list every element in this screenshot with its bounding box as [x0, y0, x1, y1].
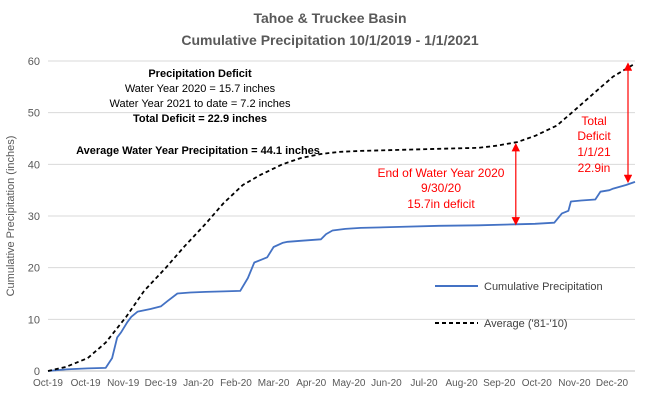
total-def-note-4: 22.9in: [578, 161, 611, 175]
deficit-wy2021: Water Year 2021 to date = 7.2 inches: [110, 98, 291, 110]
y-tick-label: 60: [28, 56, 40, 68]
legend-label-average: Average ('81-'10): [484, 318, 568, 330]
series-line-1: [47, 62, 636, 372]
chart-subtitle: Cumulative Precipitation 10/1/2019 - 1/1…: [181, 32, 478, 48]
x-tick-label: Nov-19: [107, 378, 140, 389]
x-tick-label: Mar-20: [258, 378, 290, 389]
chart-title: Tahoe & Truckee Basin: [253, 10, 406, 26]
x-axis-ticks: Oct-19 Oct-19 Nov-19 Dec-19 Jan-20 Feb-20 Mar-…: [33, 378, 629, 389]
y-tick-label: 50: [28, 108, 40, 120]
x-tick-label: May-20: [332, 378, 366, 389]
series-lines: [47, 62, 636, 372]
deficit-arrows: [511, 62, 633, 226]
x-tick-label: Jul-20: [410, 378, 438, 389]
end-wy-note-2: 9/30/20: [421, 181, 461, 195]
x-tick-label: Feb-20: [220, 378, 252, 389]
legend: Cumulative Precipitation Average ('81-'1…: [435, 281, 603, 330]
deficit-title: Precipitation Deficit: [148, 68, 252, 80]
deficit-wy2020: Water Year 2020 = 15.7 inches: [125, 83, 276, 95]
y-tick-label: 20: [28, 263, 40, 275]
gridlines: [48, 60, 635, 372]
x-tick-label: Dec-19: [145, 378, 178, 389]
total-def-note-2: Deficit: [577, 129, 611, 143]
x-tick-label: Dec-20: [596, 378, 629, 389]
end-wy-note-1: End of Water Year 2020: [378, 166, 505, 180]
x-tick-label: Sep-20: [483, 378, 516, 389]
total-def-note-1: Total: [581, 114, 606, 128]
deficit-total: Total Deficit = 22.9 inches: [133, 113, 267, 125]
y-tick-label: 40: [28, 159, 40, 171]
series-line-0: [47, 181, 636, 372]
x-tick-label: Apr-20: [296, 378, 326, 389]
y-axis-ticks: 0 10 20 30 40 50 60: [28, 56, 40, 378]
legend-label-cumulative: Cumulative Precipitation: [484, 281, 603, 293]
y-tick-label: 30: [28, 211, 40, 223]
y-axis-label: Cumulative Precipitation (inches): [5, 136, 17, 297]
total-def-note-3: 1/1/21: [577, 145, 611, 159]
x-tick-label: Nov-20: [558, 378, 591, 389]
x-tick-label: Oct-19: [71, 378, 101, 389]
y-tick-label: 10: [28, 314, 40, 326]
end-wy-note-3: 15.7in deficit: [407, 197, 475, 211]
x-tick-label: Jun-20: [371, 378, 402, 389]
x-tick-label: Jan-20: [183, 378, 214, 389]
x-tick-label: Oct-20: [522, 378, 552, 389]
x-tick-label: Aug-20: [445, 378, 478, 389]
y-tick-label: 0: [34, 366, 40, 378]
average-wy-note: Average Water Year Precipitation = 44.1 …: [76, 145, 320, 157]
x-tick-label: Oct-19: [33, 378, 63, 389]
